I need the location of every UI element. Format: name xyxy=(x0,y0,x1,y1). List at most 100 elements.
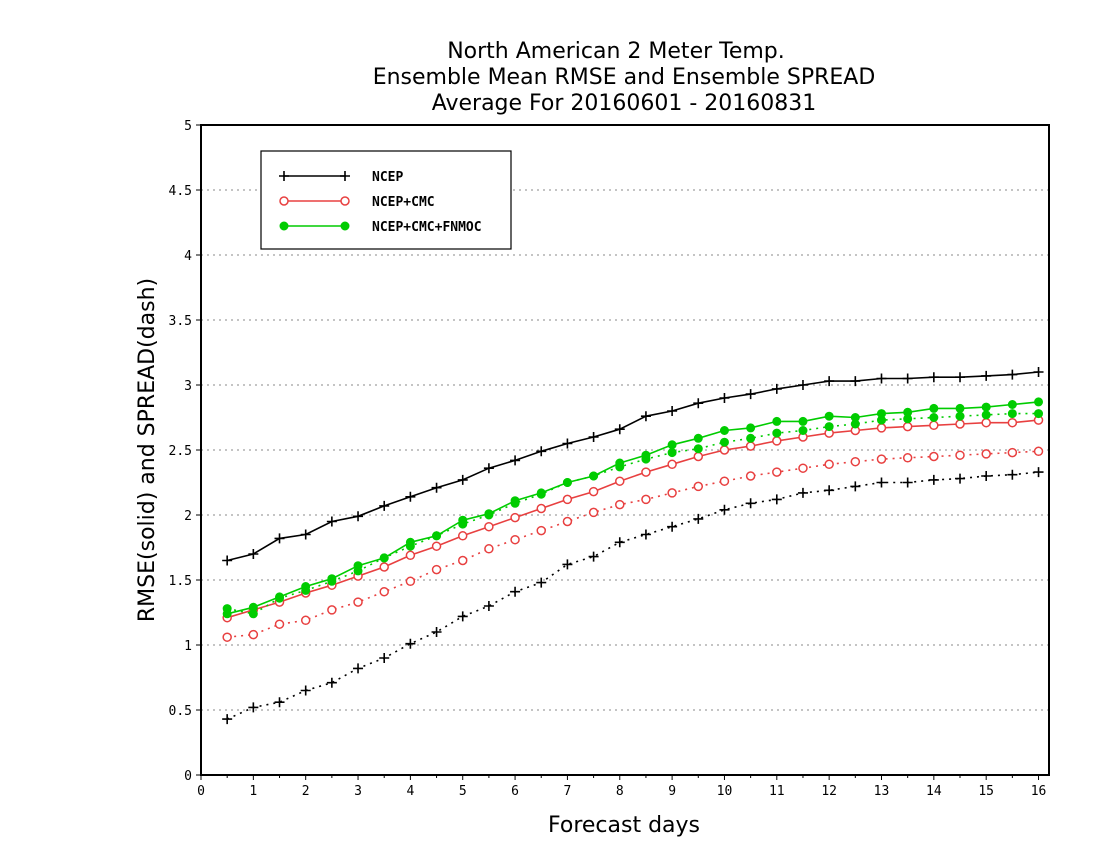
ncep-spread-point xyxy=(850,481,861,492)
ncep-cmc-fnmoc-rmse-point xyxy=(903,407,913,417)
x-tick-label: 11 xyxy=(769,784,785,799)
ncep-spread-point xyxy=(876,477,887,488)
ncep-rmse-point xyxy=(1033,367,1044,377)
ncep-cmc-fnmoc-spread-point xyxy=(1007,409,1017,419)
ncep-rmse-point xyxy=(614,424,625,435)
ncep-spread-point xyxy=(300,685,311,696)
ncep-cmc-fnmoc-rmse-point xyxy=(589,471,599,481)
ncep-cmc-rmse-point xyxy=(981,417,991,428)
ncep-cmc-spread-point xyxy=(274,619,285,629)
ncep-spread-point xyxy=(536,577,547,588)
ncep-rmse-point xyxy=(640,411,651,422)
series-lines xyxy=(222,367,1044,725)
ncep-spread-point xyxy=(955,473,966,484)
y-tick-label: 5 xyxy=(184,119,192,134)
ncep-cmc-rmse-point xyxy=(772,436,782,446)
ncep-rmse-point xyxy=(1007,369,1018,380)
x-tick-label: 9 xyxy=(668,784,676,799)
ncep-cmc-fnmoc-rmse-point xyxy=(615,458,625,468)
ncep-rmse-point xyxy=(510,455,521,466)
ncep-cmc-fnmoc-rmse-point xyxy=(772,416,782,426)
ncep-cmc-spread-point xyxy=(536,525,546,536)
ncep-cmc-spread-point xyxy=(667,488,677,498)
ncep-cmc-rmse-point xyxy=(588,486,599,497)
ncep-cmc-fnmoc-rmse-point xyxy=(327,574,337,584)
ncep-cmc-rmse-point xyxy=(615,476,625,486)
legend-marker-ncep xyxy=(279,171,289,181)
ncep-rmse-point xyxy=(379,500,390,511)
ncep-cmc-spread-point xyxy=(719,476,730,486)
ncep-cmc-rmse-point xyxy=(405,550,416,561)
ncep-cmc-spread-point xyxy=(588,507,599,518)
ncep-cmc-rmse-point xyxy=(745,441,756,451)
ncep-spread-point xyxy=(588,551,599,562)
ncep-cmc-rmse-point xyxy=(536,503,546,514)
ncep-cmc-fnmoc-rmse-point xyxy=(484,509,494,519)
ncep-rmse-point xyxy=(536,446,547,457)
ncep-spread-point xyxy=(824,485,835,496)
ncep-cmc-rmse-point xyxy=(667,459,677,470)
ncep-cmc-spread-point xyxy=(902,453,913,463)
ncep-cmc-spread-point xyxy=(981,449,991,459)
y-axis-ticks: 0 0.5 1 1.5 2 2.5 3 3.5 4 4.5 5 xyxy=(169,119,201,784)
ncep-rmse-point xyxy=(353,511,364,522)
ncep-cmc-fnmoc-rmse-point xyxy=(981,402,991,412)
ncep-rmse-point xyxy=(955,372,966,383)
y-tick-label: 4 xyxy=(184,249,192,264)
ncep-cmc-spread-point xyxy=(876,454,887,464)
ncep-rmse-point xyxy=(248,549,259,559)
ncep-spread-point xyxy=(902,477,913,488)
ncep-cmc-spread-point xyxy=(248,629,259,640)
ncep-cmc-spread-point xyxy=(641,494,651,505)
x-tick-label: 14 xyxy=(926,784,942,799)
ncep-cmc-rmse-point xyxy=(484,521,494,532)
ncep-cmc-fnmoc-rmse-point xyxy=(275,592,285,602)
ncep-cmc-fnmoc-rmse-point xyxy=(850,413,860,422)
ncep-cmc-rmse-point xyxy=(902,421,913,432)
y-tick-label: 1 xyxy=(184,639,192,654)
ncep-cmc-spread-point xyxy=(955,450,965,460)
ncep-rmse-point xyxy=(431,482,442,493)
x-tick-label: 1 xyxy=(249,784,257,799)
ncep-spread-point xyxy=(797,487,808,498)
legend-marker-ncep xyxy=(340,171,350,181)
x-tick-label: 7 xyxy=(564,784,572,799)
ncep-cmc-spread-point xyxy=(1007,447,1018,458)
y-tick-label: 2.5 xyxy=(169,444,192,459)
ncep-spread-point xyxy=(274,697,285,708)
ncep-cmc-spread-point xyxy=(615,499,625,510)
x-tick-label: 15 xyxy=(978,784,994,799)
ncep-spread-point xyxy=(562,559,573,570)
ncep-spread-point xyxy=(745,498,756,509)
ncep-cmc-fnmoc-rmse-point xyxy=(562,478,572,487)
y-tick-label: 3 xyxy=(184,379,192,394)
ncep-spread-point xyxy=(719,504,730,515)
ncep-rmse-point xyxy=(902,373,913,384)
ncep-cmc-spread-point xyxy=(379,586,389,597)
legend: NCEP NCEP+CMC NCEP+CMC+FNMOC xyxy=(260,150,512,250)
y-tick-label: 0 xyxy=(184,769,192,784)
ncep-cmc-fnmoc-spread-point xyxy=(798,426,808,435)
y-tick-label: 2 xyxy=(184,509,192,524)
ncep-spread-point xyxy=(248,702,259,713)
ncep-rmse-point xyxy=(588,432,599,442)
ncep-cmc-spread-point xyxy=(824,459,834,470)
ncep-cmc-fnmoc-rmse-point xyxy=(798,416,808,426)
y-tick-label: 4.5 xyxy=(169,184,192,199)
x-tick-label: 12 xyxy=(821,784,837,799)
ncep-cmc-spread-point xyxy=(300,615,311,626)
ncep-cmc-spread-point xyxy=(745,471,756,481)
y-axis-title: RMSE(solid) and SPREAD(dash) xyxy=(135,278,160,622)
x-tick-label: 2 xyxy=(302,784,310,799)
ncep-spread-point xyxy=(1033,467,1044,478)
x-tick-label: 0 xyxy=(197,784,205,799)
ncep-cmc-fnmoc-spread-point xyxy=(719,437,729,447)
ncep-cmc-fnmoc-rmse-point xyxy=(405,537,415,547)
y-tick-label: 3.5 xyxy=(169,314,192,329)
ncep-rmse-point xyxy=(928,372,939,383)
ncep-spread-point xyxy=(771,494,782,505)
ncep-cmc-spread-point xyxy=(431,564,442,575)
ncep-cmc-spread-point xyxy=(772,467,782,477)
legend-label-ncep: NCEP xyxy=(372,170,403,185)
ncep-cmc-rmse-point xyxy=(876,423,887,433)
